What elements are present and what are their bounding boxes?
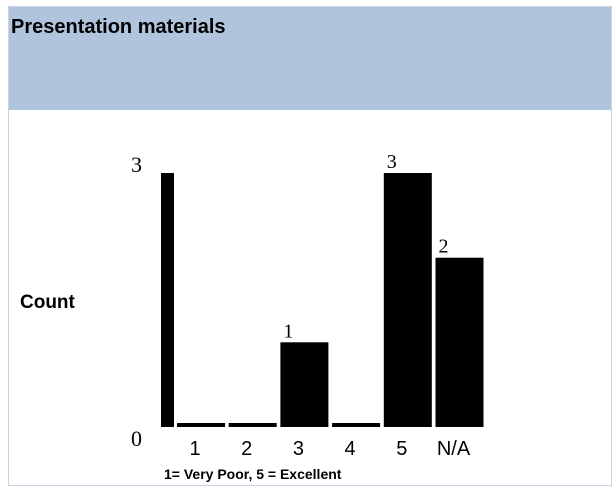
- data-label-5: 3: [387, 151, 397, 173]
- header-divider: [9, 110, 611, 114]
- x-tick-labels-layer: 1 2 3 4 5 N/A: [189, 438, 470, 460]
- bar-4: [332, 423, 381, 427]
- data-labels-layer: 1 3 2: [283, 151, 448, 342]
- bar-na: [435, 257, 484, 427]
- y-axis-title: Count: [20, 292, 76, 313]
- x-axis-title: 1= Very Poor, 5 = Excellent: [164, 466, 342, 482]
- data-label-3: 1: [283, 320, 293, 342]
- bar-1: [177, 423, 225, 427]
- y-tick-label-top: 3: [131, 152, 142, 177]
- header-bar: Presentation materials: [9, 7, 611, 110]
- x-tick-label-3: 3: [293, 438, 304, 460]
- bar-3: [280, 342, 329, 427]
- y-tick-label-zero: 0: [131, 426, 142, 451]
- data-label-na: 2: [439, 236, 449, 258]
- bars-layer: [161, 173, 484, 427]
- y-axis-spike: [161, 173, 174, 427]
- x-tick-label-2: 2: [241, 438, 252, 460]
- bar-5: [383, 173, 432, 427]
- x-tick-label-4: 4: [345, 438, 356, 460]
- chart-panel-title: Presentation materials: [11, 16, 226, 38]
- x-tick-label-1: 1: [189, 438, 200, 460]
- bar-2: [228, 423, 277, 427]
- x-tick-label-na: N/A: [437, 438, 471, 460]
- x-tick-label-5: 5: [396, 438, 407, 460]
